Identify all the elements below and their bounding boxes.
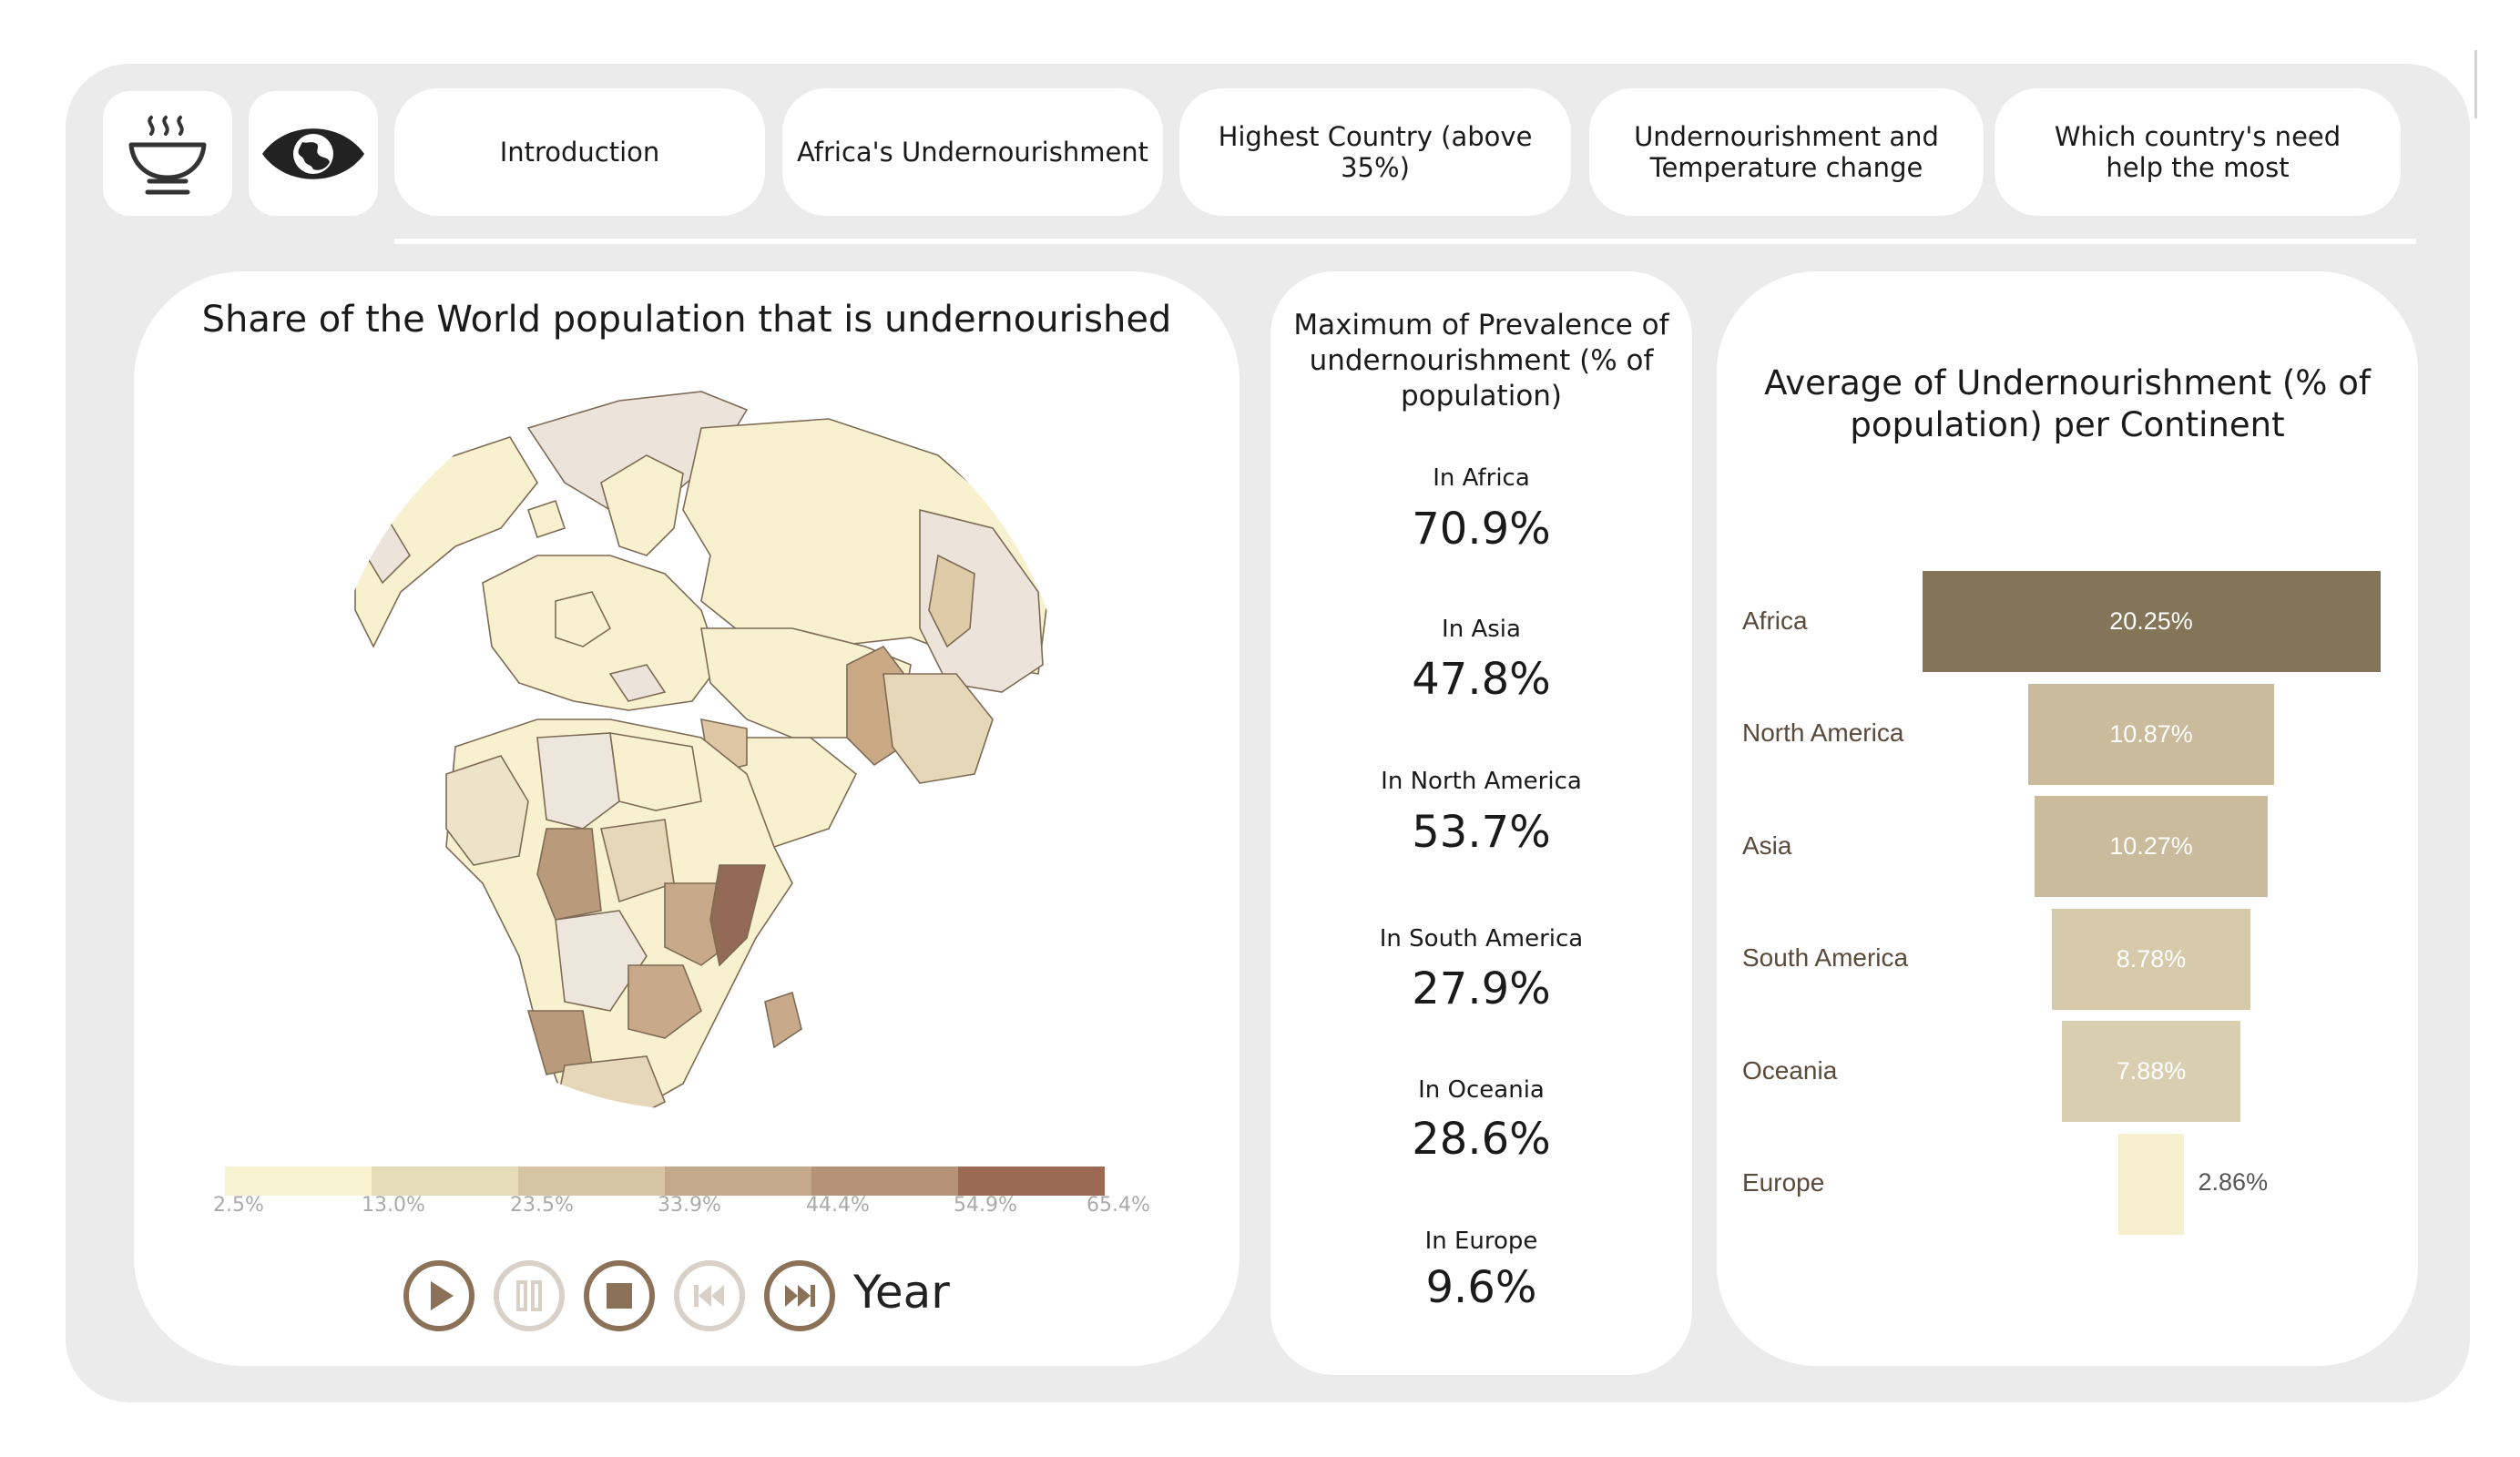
stat-value-north-america: 53.7% — [1412, 807, 1551, 858]
stat-value-south-america: 27.9% — [1412, 963, 1551, 1014]
bar-value-label: 20.25% — [2109, 607, 2193, 635]
legend-label: 54.9% — [954, 1194, 1017, 1217]
chart-title: Average of Undernourishment (% of popula… — [1764, 363, 2371, 444]
stop-icon[interactable] — [583, 1259, 656, 1332]
legend-swatch — [958, 1167, 1105, 1196]
bar-value-label: 7.88% — [2116, 1057, 2187, 1085]
vision-button[interactable] — [249, 91, 378, 216]
skip-back-icon[interactable] — [673, 1259, 746, 1332]
region-madagascar[interactable] — [764, 991, 802, 1049]
legend-swatch — [225, 1167, 372, 1196]
tab-help-most[interactable]: Which country's need help the most — [1995, 88, 2401, 216]
category-label: Europe — [1742, 1168, 1825, 1197]
legend-swatch — [811, 1167, 958, 1196]
skip-forward-icon[interactable] — [763, 1259, 836, 1332]
stat-value-europe: 9.6% — [1425, 1262, 1537, 1313]
bar-value-label: 8.78% — [2116, 944, 2187, 973]
year-label: Year — [853, 1266, 950, 1319]
region-north-korea-area[interactable] — [928, 554, 975, 648]
tab-introduction[interactable]: Introduction — [394, 88, 765, 216]
tab-label: Undernourishment and Temperature change — [1634, 121, 1939, 183]
map-title: Share of the World population that is un… — [201, 299, 1172, 341]
region-somalia[interactable] — [709, 864, 767, 967]
stat-label-africa: In Africa — [1433, 464, 1530, 492]
stat-label-north-america: In North America — [1381, 768, 1582, 795]
stat-label-south-america: In South America — [1379, 925, 1584, 953]
stat-label-europe: In Europe — [1424, 1228, 1538, 1255]
bar[interactable]: 7.88% — [2062, 1021, 2240, 1122]
stat-label-oceania: In Oceania — [1418, 1076, 1545, 1104]
region-scandinavia[interactable] — [600, 454, 684, 556]
legend-swatch — [665, 1167, 811, 1196]
legend-swatch — [372, 1167, 518, 1196]
stat-value-africa: 70.9% — [1412, 504, 1551, 555]
region-germany[interactable] — [555, 591, 612, 647]
legend-label: 2.5% — [213, 1194, 264, 1217]
region-south-africa[interactable] — [555, 1055, 667, 1129]
category-label: Asia — [1742, 830, 1792, 860]
eye-globe-icon — [262, 127, 364, 179]
tab-label: Which country's need help the most — [2054, 121, 2341, 183]
category-label: Africa — [1742, 606, 1808, 635]
max-prevalence-panel: Maximum of Prevalence of undernourishmen… — [1270, 271, 1692, 1375]
tab-label: Africa's Undernourishment — [796, 137, 1149, 168]
pause-icon[interactable] — [493, 1259, 566, 1332]
bar-value-label: 2.86% — [2198, 1168, 2269, 1196]
region-india[interactable] — [883, 673, 994, 784]
stat-label-asia: In Asia — [1442, 616, 1521, 643]
tab-temperature-change[interactable]: Undernourishment and Temperature change — [1589, 88, 1984, 216]
bar[interactable]: 10.87% — [2027, 683, 2274, 785]
home-button[interactable] — [103, 91, 232, 216]
window-edge — [2474, 50, 2477, 118]
globe-map[interactable] — [319, 373, 1075, 1129]
play-icon[interactable] — [403, 1259, 475, 1332]
legend-label: 65.4% — [1087, 1194, 1150, 1217]
legend-label: 23.5% — [510, 1194, 574, 1217]
bar[interactable]: 10.27% — [2035, 796, 2268, 897]
max-prevalence-title: Maximum of Prevalence of undernourishmen… — [1293, 309, 1669, 413]
legend-label: 44.4% — [806, 1194, 870, 1217]
legend-label: 33.9% — [658, 1194, 721, 1217]
bar[interactable]: 20.25% — [1922, 571, 2381, 672]
category-label: Oceania — [1742, 1055, 1838, 1085]
legend-label: 13.0% — [362, 1194, 425, 1217]
tab-label: Highest Country (above 35%) — [1218, 121, 1533, 183]
region-turkey[interactable] — [608, 664, 667, 702]
region-libya[interactable] — [536, 732, 620, 830]
bowl-icon — [128, 115, 207, 194]
tab-highest-country[interactable]: Highest Country (above 35%) — [1179, 88, 1571, 216]
legend-swatch — [518, 1167, 665, 1196]
region-chad[interactable] — [536, 828, 602, 921]
region-west-africa[interactable] — [445, 755, 529, 866]
tab-label: Introduction — [499, 137, 660, 168]
tab-underline — [394, 239, 2416, 244]
region-mozambique-area[interactable] — [627, 964, 702, 1039]
bar[interactable]: 8.78% — [2051, 908, 2251, 1010]
bar[interactable] — [2118, 1133, 2184, 1235]
stat-value-oceania: 28.6% — [1412, 1114, 1551, 1165]
region-east-asia[interactable] — [919, 508, 1044, 693]
bar-value-label: 10.27% — [2109, 832, 2193, 860]
category-label: South America — [1742, 943, 1909, 972]
region-egypt[interactable] — [609, 732, 702, 811]
bar-value-label: 10.87% — [2109, 719, 2193, 748]
stat-value-asia: 47.8% — [1412, 654, 1551, 705]
category-label: North America — [1742, 718, 1904, 747]
tab-africas-undernourishment[interactable]: Africa's Undernourishment — [782, 88, 1163, 216]
region-north-america[interactable] — [354, 436, 538, 648]
region-iceland[interactable] — [526, 499, 566, 539]
